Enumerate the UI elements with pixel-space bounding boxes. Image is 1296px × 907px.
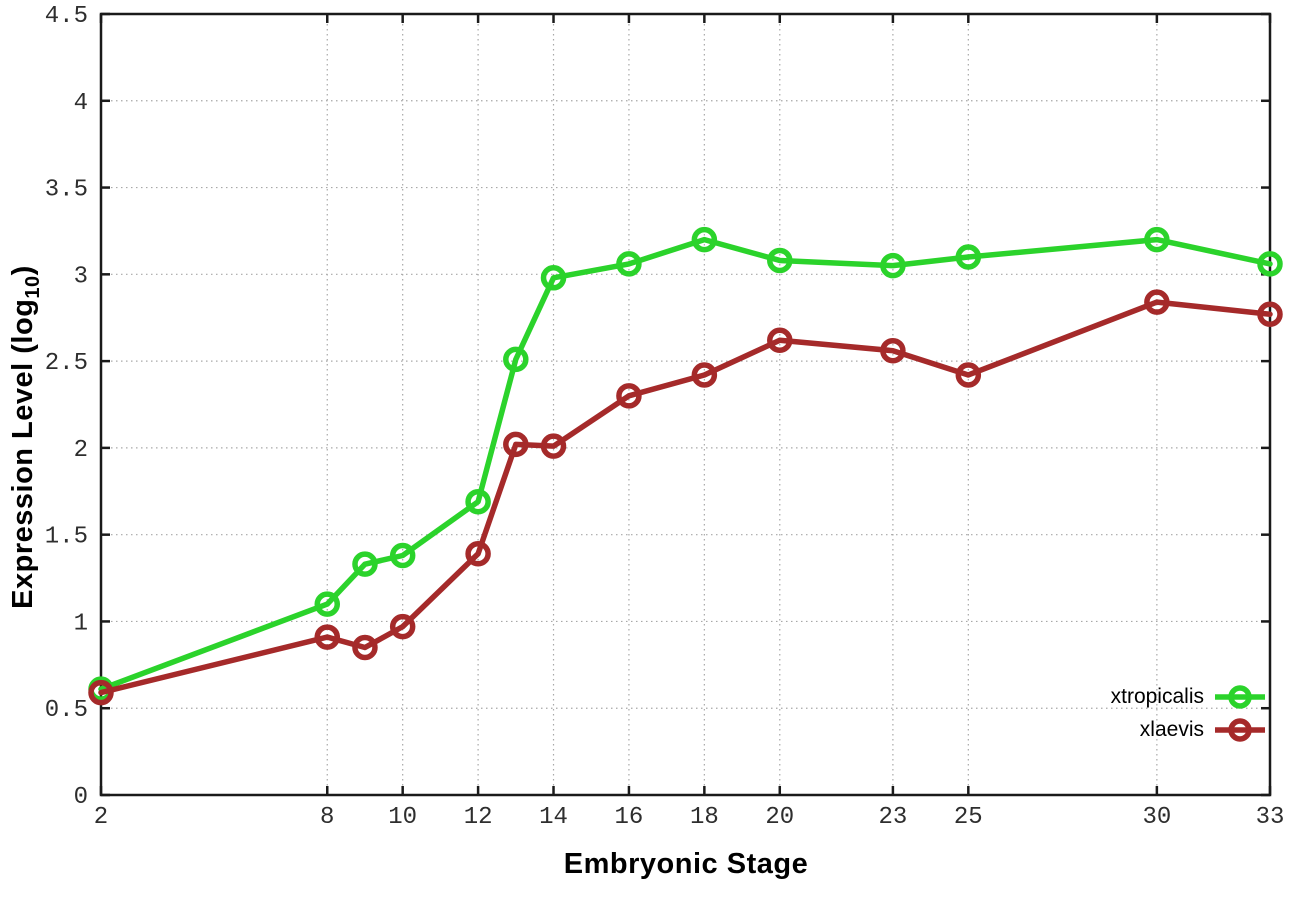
y-axis-title-prefix: Expression Level (log [7,298,39,609]
x-axis-title: Embryonic Stage [563,848,809,880]
x-tick-label: 20 [765,804,794,831]
data-point-xtropicalis-stage-18 [691,226,718,253]
data-point-xtropicalis-stage-20 [767,247,793,274]
y-tick-label: 0.5 [45,697,88,724]
series-line-xtropicalis [98,236,1273,692]
x-tick-label: 33 [1256,804,1285,831]
x-tick-label: 12 [464,804,493,831]
data-point-xlaevis-stage-8 [314,624,341,650]
data-point-xtropicalis-stage-14 [540,265,567,291]
data-point-xlaevis-stage-9 [352,634,378,661]
y-tick-label: 4.5 [45,3,88,30]
y-tick-label: 3.5 [45,177,88,204]
legend-point-sample [1228,685,1252,709]
y-tick-label: 0 [74,784,88,811]
data-point-xtropicalis-stage-8 [314,591,341,617]
data-point-xlaevis-stage-20 [767,327,793,354]
data-point-xtropicalis-stage-16 [616,251,642,277]
y-axis-title-subscript: 10 [22,275,44,299]
legend-entry-xtropicalis: xtropicalis [1111,681,1266,713]
data-point-xtropicalis-stage-25 [955,244,982,270]
data-point-xlaevis-stage-16 [616,383,642,409]
y-tick-label: 1.5 [45,524,88,551]
y-tick-label: 2.5 [45,350,88,377]
y-tick-label: 3 [74,263,88,290]
legend-point-sample [1228,718,1252,742]
x-tick-label: 16 [615,804,644,831]
data-point-xlaevis-stage-30 [1144,289,1170,315]
x-tick-label: 2 [94,804,108,831]
x-tick-label: 14 [539,804,568,831]
data-point-xtropicalis-stage-33 [1257,251,1283,277]
x-tick-label: 30 [1142,804,1171,831]
x-tick-label: 23 [878,804,907,831]
data-point-xlaevis-stage-23 [880,337,906,364]
x-tick-label: 25 [954,804,983,831]
plot-border [99,12,1272,797]
y-tick-label: 1 [74,610,88,637]
legend-marker-xtropicalis [1215,685,1265,709]
y-tick-label: 2 [74,437,88,464]
x-tick-label: 18 [690,804,719,831]
y-axis-title-suffix: ) [7,265,39,276]
data-point-xtropicalis-stage-9 [352,551,378,577]
x-tick-label: 8 [320,804,334,831]
series-line-xlaevis [98,299,1273,696]
y-tick-label: 4 [74,90,88,117]
y-axis-title: Expression Level (log10) [7,265,45,609]
data-point-xlaevis-stage-14 [540,433,567,459]
data-point-xtropicalis-stage-30 [1144,226,1170,253]
data-point-xlaevis-stage-33 [1257,301,1283,328]
data-point-xlaevis-stage-25 [955,362,982,388]
legend-entry-xlaevis: xlaevis [1111,714,1266,746]
data-point-xlaevis-stage-18 [691,362,718,388]
data-point-xlaevis-stage-2 [88,679,114,706]
data-point-xtropicalis-stage-23 [880,252,906,279]
data-point-xtropicalis-stage-12 [465,488,491,515]
x-tick-label: 10 [388,804,417,831]
data-point-xlaevis-stage-12 [465,541,491,567]
legend: xtropicalis xlaevis [1111,681,1266,746]
legend-label-xlaevis: xlaevis [1139,718,1204,741]
data-point-xlaevis-stage-10 [389,613,416,640]
data-point-xtropicalis-stage-13 [503,346,529,373]
data-point-xlaevis-stage-13 [503,431,529,458]
data-point-xtropicalis-stage-10 [389,542,416,569]
legend-marker-xlaevis [1215,718,1265,742]
legend-label-xtropicalis: xtropicalis [1110,685,1204,708]
